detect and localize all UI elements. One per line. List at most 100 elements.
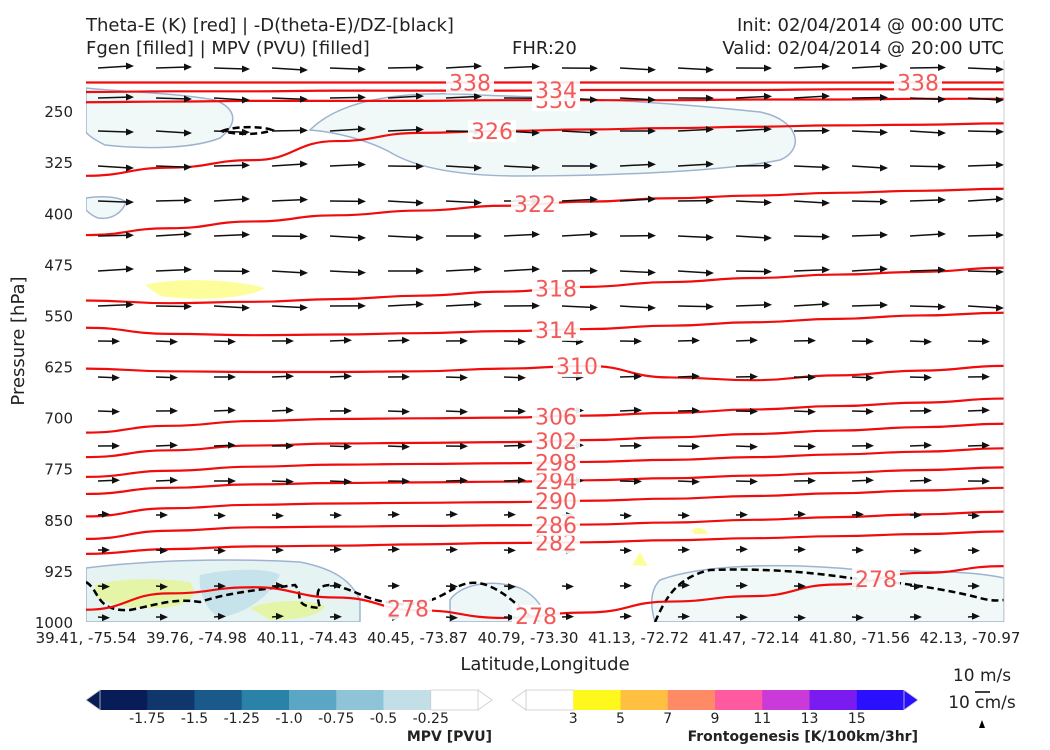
- wind-vector: [213, 67, 247, 70]
- wind-arrowhead: [996, 65, 1004, 73]
- wind-arrowhead: [344, 443, 352, 451]
- x-tick-label: 40.79, -73.30: [478, 629, 579, 647]
- wind-arrowhead: [276, 581, 284, 589]
- wind-arrowhead: [648, 268, 656, 276]
- wind-arrowhead: [996, 268, 1004, 276]
- wind-arrowhead: [938, 129, 946, 137]
- wind-vector: [909, 233, 943, 237]
- wind-vector: [155, 233, 189, 237]
- thetae-label-bg: [532, 405, 580, 428]
- wind-arrowhead: [532, 129, 540, 137]
- wind-arrowhead: [276, 546, 284, 554]
- wind-arrowhead: [938, 163, 946, 171]
- thetae-label: 294: [535, 470, 577, 495]
- wind-arrowhead: [532, 230, 540, 238]
- wind-arrowhead: [392, 582, 400, 590]
- wind-arrowhead: [532, 62, 540, 70]
- wind-arrowhead: [808, 477, 816, 485]
- thetae-label: 310: [556, 355, 598, 380]
- wind-vector: [619, 198, 653, 202]
- wind-reference-horizontal-label: 10 m/s: [953, 666, 1011, 686]
- wind-vector: [387, 303, 421, 307]
- wind-arrowhead: [474, 232, 482, 240]
- wind-vector: [677, 305, 711, 308]
- x-tick-label: 42.13, -70.97: [920, 629, 1021, 647]
- wind-arrowhead: [160, 613, 168, 621]
- wind-arrowhead: [750, 407, 758, 415]
- wind-arrowhead: [590, 162, 598, 170]
- wind-arrowhead: [590, 129, 598, 137]
- fgen-colorbar-label: Frontogenesis [K/100km/3hr]: [688, 729, 918, 745]
- thetae-label-bg: [532, 429, 580, 452]
- wind-arrowhead: [126, 164, 134, 172]
- wind-arrowhead: [518, 338, 526, 346]
- wind-vector: [155, 66, 189, 69]
- mpv-colorbar-label: MPV [PVU]: [407, 729, 492, 745]
- y-tick-label: 475: [44, 256, 73, 274]
- wind-arrowhead: [416, 234, 424, 242]
- wind-arrowhead: [184, 302, 192, 310]
- thetae-label-bg: [532, 79, 580, 102]
- wind-arrowhead: [880, 164, 888, 172]
- wind-arrowhead: [822, 62, 830, 70]
- wind-vector: [155, 130, 189, 134]
- wind-vector: [329, 235, 363, 239]
- thetae-label-bg: [852, 568, 900, 591]
- wind-arrowhead: [416, 92, 424, 100]
- thetae-label-bg: [532, 469, 580, 492]
- wind-vector: [213, 164, 247, 167]
- wind-arrowhead: [344, 336, 352, 344]
- wind-arrowhead: [460, 476, 468, 484]
- thetae-label: 334: [535, 79, 577, 104]
- wind-vector: [967, 164, 1001, 167]
- wind-vector: [851, 130, 885, 134]
- wind-arrowhead: [402, 477, 410, 485]
- thetae-label: 298: [535, 451, 577, 476]
- wind-arrowhead: [102, 583, 110, 591]
- wind-arrowhead: [300, 66, 308, 74]
- colorbar-tick-label: 7: [663, 711, 672, 727]
- colorbar-tick-label: -0.5: [370, 711, 397, 727]
- colorbar-swatch: [525, 689, 575, 711]
- wind-vector: [909, 269, 943, 272]
- wind-vector: [619, 270, 653, 274]
- wind-vector: [793, 95, 827, 99]
- thetae-label-bg: [532, 531, 580, 554]
- wind-arrowhead: [798, 545, 806, 553]
- wind-arrowhead: [822, 163, 830, 171]
- wind-arrowhead: [692, 478, 700, 486]
- wind-vector: [97, 165, 131, 169]
- wind-arrowhead: [808, 408, 816, 416]
- wind-vector: [909, 305, 943, 308]
- wind-arrowhead: [982, 338, 990, 346]
- wind-vector: [445, 200, 479, 204]
- wind-vector: [387, 66, 421, 69]
- x-tick-label: 41.47, -72.14: [699, 629, 800, 647]
- wind-arrowhead: [170, 407, 178, 415]
- wind-arrowhead: [532, 265, 540, 273]
- wind-vector: [851, 165, 885, 169]
- wind-vector: [503, 65, 537, 69]
- wind-arrowhead: [474, 93, 482, 101]
- wind-arrowhead: [880, 62, 888, 70]
- wind-vector: [851, 65, 885, 69]
- wind-arrowhead: [102, 546, 110, 554]
- wind-arrowhead: [184, 266, 192, 274]
- wind-vector: [503, 165, 537, 169]
- wind-arrowhead: [358, 197, 366, 205]
- wind-arrowhead: [822, 266, 830, 274]
- wind-arrowhead: [358, 302, 366, 310]
- wind-arrowhead: [914, 583, 922, 591]
- x-tick-label: 39.76, -74.98: [146, 629, 247, 647]
- wind-vector: [967, 234, 1001, 237]
- mpv-colorbar: -1.75 -1.5 -1.25 -1.0 -0.75 -0.5 -0.25: [85, 689, 493, 727]
- wind-arrowhead: [866, 407, 874, 415]
- wind-arrowhead: [914, 511, 922, 519]
- wind-vector: [445, 95, 479, 99]
- wind-vector: [735, 200, 769, 204]
- thetae-label: 326: [471, 120, 513, 145]
- wind-arrowhead: [682, 581, 690, 589]
- wind-vector: [445, 303, 479, 307]
- wind-arrowhead: [822, 127, 830, 135]
- wind-reference-vertical-label: 10 cm/s: [948, 693, 1016, 713]
